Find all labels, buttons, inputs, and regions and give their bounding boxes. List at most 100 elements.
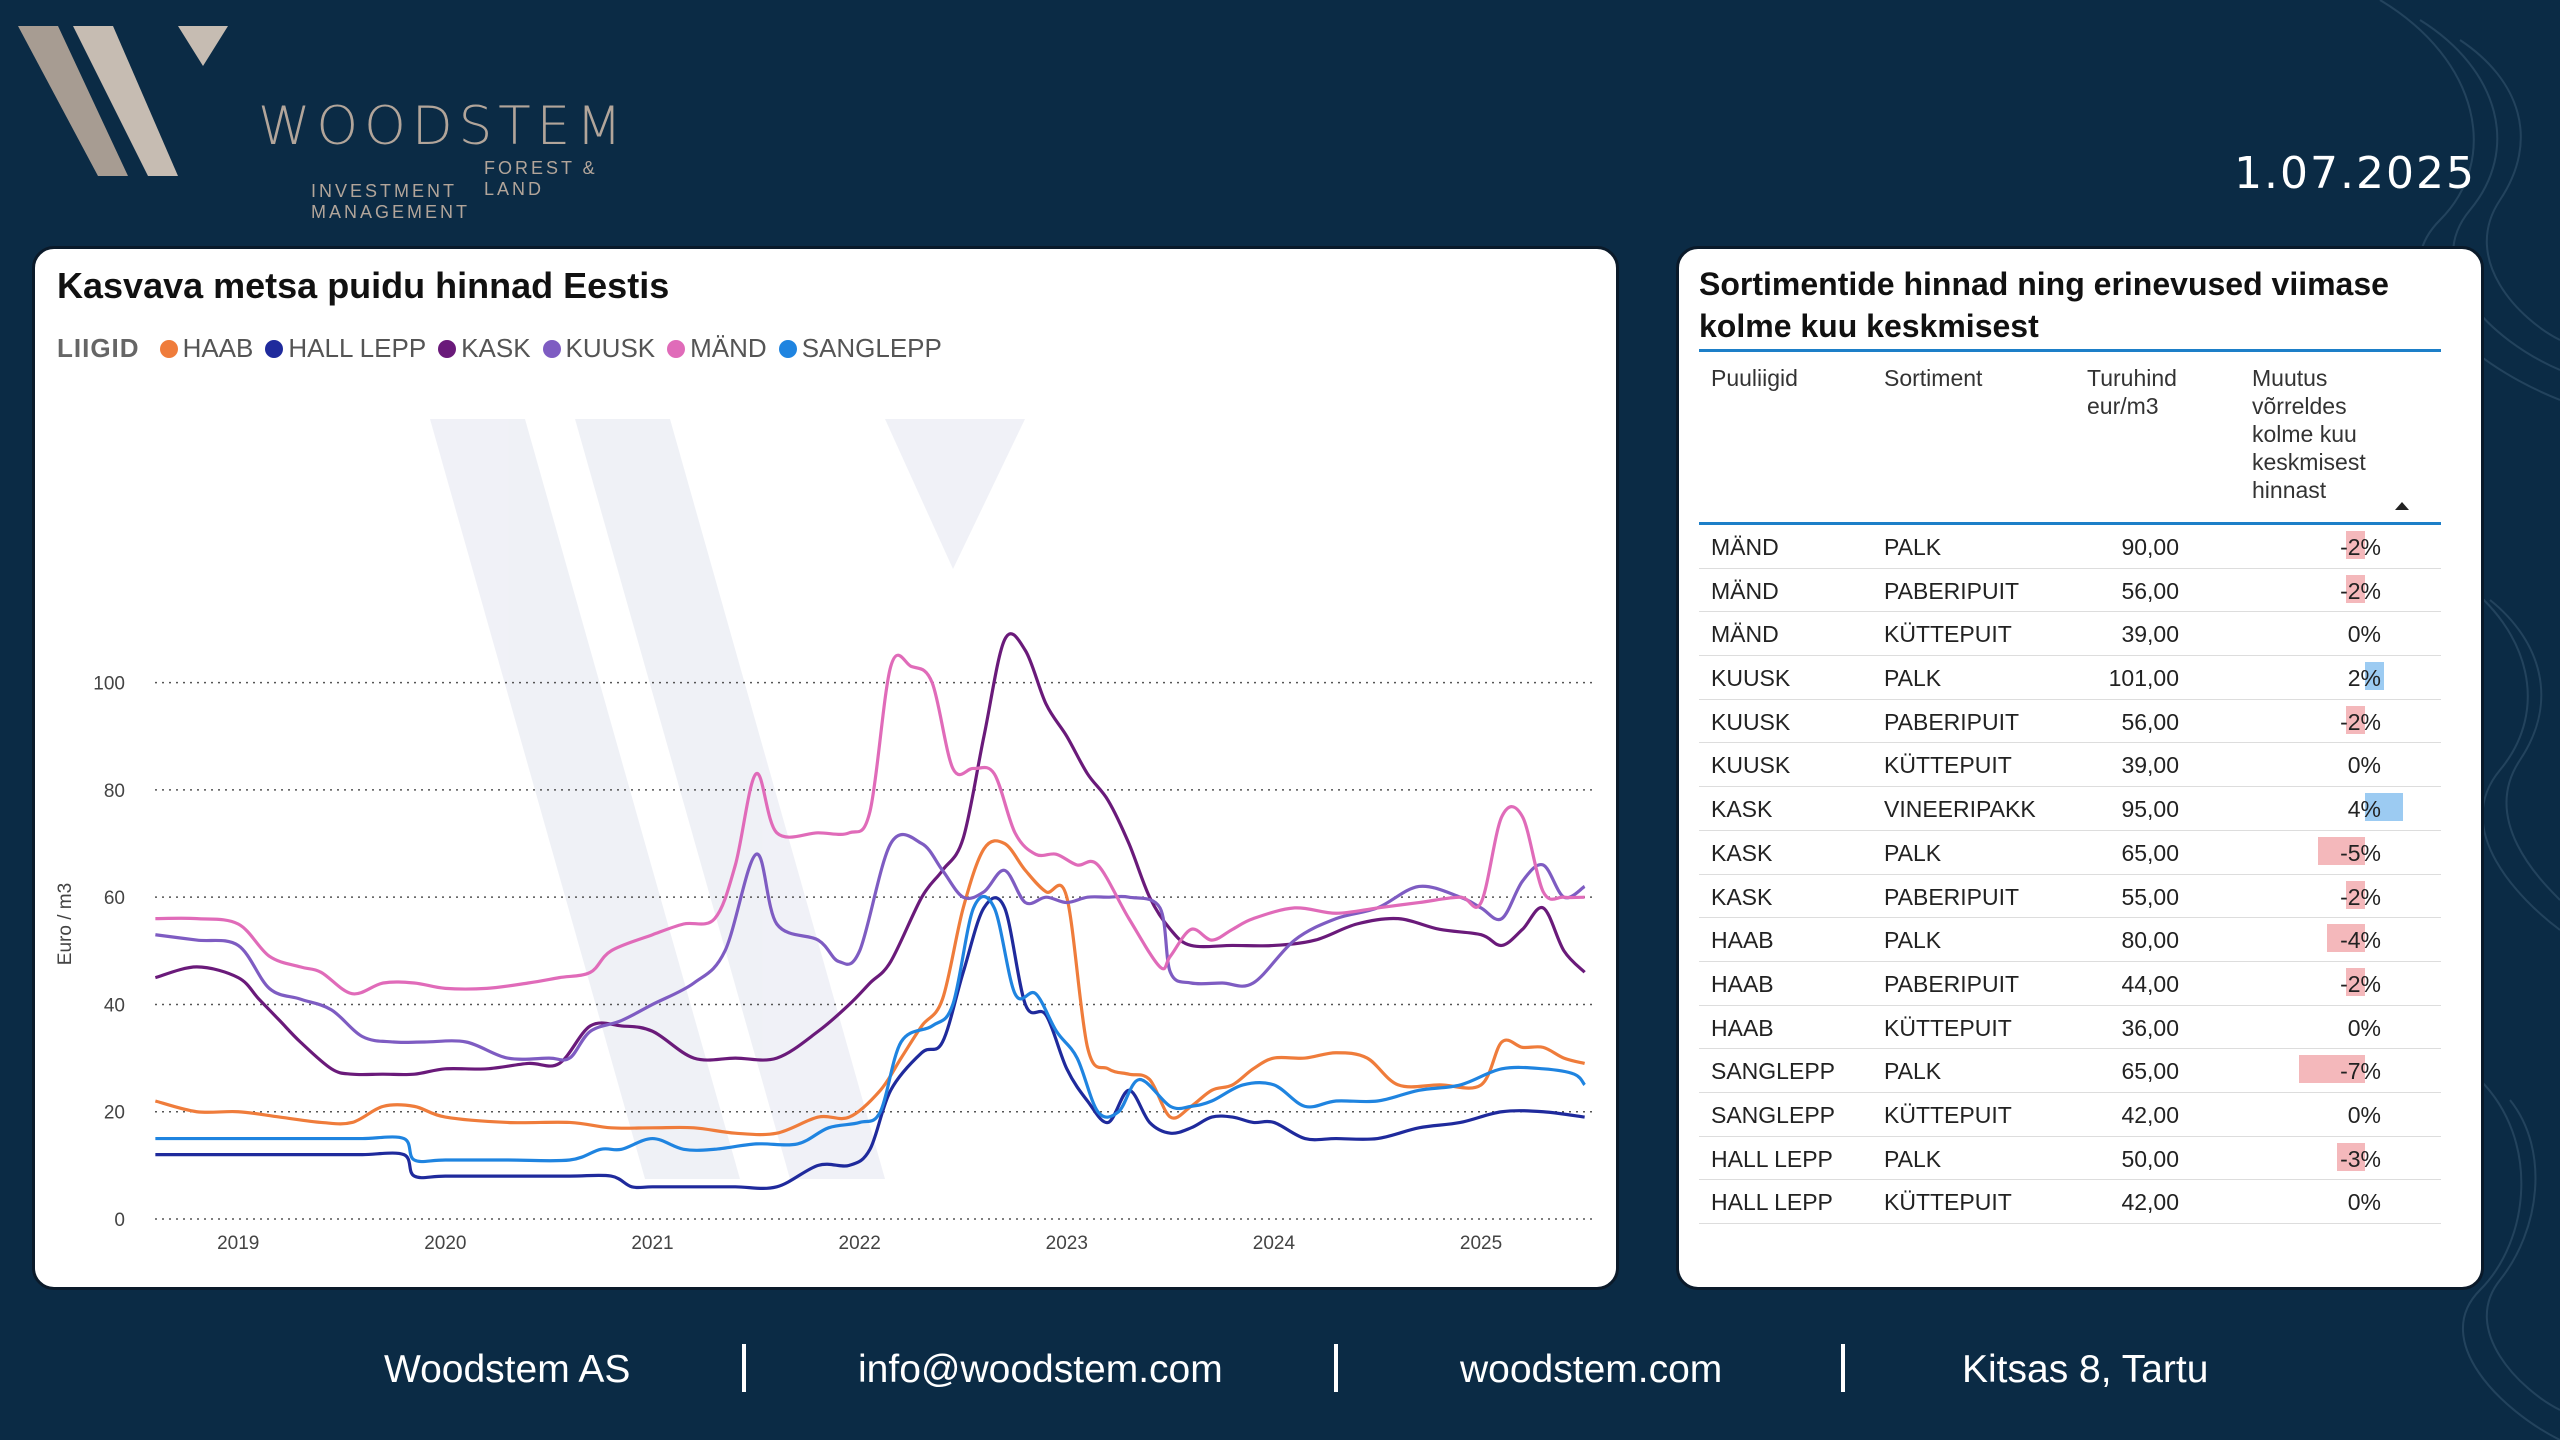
cell-price: 95,00 bbox=[2121, 796, 2179, 823]
cell-species: MÄND bbox=[1711, 577, 1779, 604]
legend-label: SANGLEPP bbox=[801, 333, 942, 363]
header-species[interactable]: Puuliigid bbox=[1711, 365, 1798, 391]
table-row[interactable]: HAAB KÜTTEPUIT 36,00 0% bbox=[1699, 1006, 2441, 1050]
change-bar bbox=[2317, 836, 2365, 865]
table-row[interactable]: KUUSK KÜTTEPUIT 39,00 0% bbox=[1699, 743, 2441, 788]
x-tick-label: 2025 bbox=[1460, 1233, 1502, 1254]
cell-price: 56,00 bbox=[2121, 708, 2179, 735]
price-line-chart: 0 20 40 60 80 100 2019 2020 2021 2022 2023 2024 2025… bbox=[55, 419, 1595, 1254]
cell-change: -2% bbox=[2340, 883, 2381, 910]
footer-website[interactable]: woodstem.com bbox=[1460, 1348, 1723, 1391]
x-tick-label: 2021 bbox=[631, 1233, 673, 1254]
table-row[interactable]: HALL LEPP PALK 50,00 -3% bbox=[1699, 1137, 2441, 1181]
cell-species: HAAB bbox=[1711, 1014, 1774, 1041]
sort-ascending-icon[interactable] bbox=[2395, 502, 2409, 510]
cell-sortiment: KÜTTEPUIT bbox=[1884, 1014, 2012, 1041]
header-change[interactable]: Muutus võrreldes kolme kuu keskmisest hi… bbox=[2252, 365, 2366, 503]
cell-price: 42,00 bbox=[2121, 1101, 2179, 1128]
y-tick-label: 40 bbox=[104, 995, 125, 1016]
cell-sortiment: PALK bbox=[1884, 839, 1942, 866]
brand-name: WOODSTEM bbox=[258, 96, 628, 157]
legend-item[interactable]: HAAB bbox=[159, 333, 253, 364]
table-row[interactable]: MÄND PALK 90,00 -2% bbox=[1699, 525, 2441, 569]
table-row[interactable]: HAAB PALK 80,00 -4% bbox=[1699, 918, 2441, 962]
cell-sortiment: PALK bbox=[1884, 665, 1942, 692]
cell-species: HALL LEPP bbox=[1711, 1145, 1833, 1172]
table-header[interactable]: Puuliigid Sortiment Turuhind eur/m3 Muut… bbox=[1699, 352, 2441, 522]
table-row[interactable]: MÄND KÜTTEPUIT 39,00 0% bbox=[1699, 612, 2441, 657]
title-divider bbox=[1699, 349, 2441, 352]
cell-change: 0% bbox=[2347, 1014, 2381, 1041]
table-row[interactable]: HAAB PABERIPUIT 44,00 -2% bbox=[1699, 962, 2441, 1006]
header-price[interactable]: Turuhind eur/m3 bbox=[2087, 365, 2177, 419]
cell-sortiment: PALK bbox=[1884, 927, 1942, 954]
report-date: 1.07.2025 bbox=[2234, 148, 2476, 199]
table-row[interactable]: SANGLEPP KÜTTEPUIT 42,00 0% bbox=[1699, 1093, 2441, 1137]
legend-item[interactable]: MÄND bbox=[667, 333, 767, 364]
y-tick-label: 0 bbox=[114, 1210, 125, 1231]
price-table-card: Sortimentide hinnad ning erinevused viim… bbox=[1676, 246, 2484, 1290]
cell-price: 44,00 bbox=[2121, 970, 2179, 997]
header-sortiment[interactable]: Sortiment bbox=[1884, 365, 1983, 391]
table-row[interactable]: KASK VINEERIPAKK 95,00 4% bbox=[1699, 787, 2441, 831]
cell-species: HALL LEPP bbox=[1711, 1189, 1833, 1216]
brand-subtitle-2: INVESTMENT MANAGEMENT bbox=[311, 181, 471, 222]
legend-title: LIIGID bbox=[57, 333, 140, 363]
cell-species: KASK bbox=[1711, 796, 1773, 823]
table-row[interactable]: SANGLEPP PALK 65,00 -7% bbox=[1699, 1049, 2441, 1093]
cell-species: MÄND bbox=[1711, 621, 1779, 648]
x-tick-label: 2023 bbox=[1046, 1233, 1088, 1254]
cell-change: 0% bbox=[2347, 1101, 2381, 1128]
chart-title: Kasvava metsa puidu hinnad Eestis bbox=[57, 265, 670, 306]
brand-subtitle-1: FOREST & LAND bbox=[484, 158, 598, 199]
legend-item[interactable]: KASK bbox=[438, 333, 531, 364]
footer-company: Woodstem AS bbox=[384, 1348, 631, 1391]
header-divider bbox=[1699, 522, 2441, 525]
x-tick-label: 2022 bbox=[839, 1233, 881, 1254]
cell-species: MÄND bbox=[1711, 534, 1779, 560]
cell-sortiment: PABERIPUIT bbox=[1884, 708, 2020, 735]
cell-sortiment: PALK bbox=[1884, 1058, 1942, 1085]
legend-label: KASK bbox=[461, 333, 531, 363]
y-tick-label: 20 bbox=[104, 1103, 125, 1124]
change-bar bbox=[2365, 793, 2403, 822]
footer-separator bbox=[1334, 1344, 1338, 1392]
cell-sortiment: PALK bbox=[1884, 1145, 1942, 1172]
legend-item[interactable]: KUUSK bbox=[542, 333, 655, 364]
cell-sortiment: PALK bbox=[1884, 534, 1942, 560]
legend-item[interactable]: SANGLEPP bbox=[778, 333, 942, 364]
cell-change: -2% bbox=[2340, 970, 2381, 997]
cell-price: 50,00 bbox=[2121, 1145, 2179, 1172]
legend-item[interactable]: HALL LEPP bbox=[265, 333, 426, 364]
y-tick-label: 60 bbox=[104, 888, 125, 909]
series-line-haab bbox=[154, 839, 1586, 1137]
logo-mark-icon bbox=[18, 26, 228, 176]
table-row[interactable]: KASK PABERIPUIT 55,00 -2% bbox=[1699, 875, 2441, 919]
cell-change: 0% bbox=[2347, 752, 2381, 779]
cell-species: KASK bbox=[1711, 839, 1773, 866]
cell-price: 56,00 bbox=[2121, 577, 2179, 604]
cell-species: SANGLEPP bbox=[1711, 1058, 1835, 1085]
change-bar bbox=[2327, 924, 2365, 953]
table-row[interactable]: MÄND PABERIPUIT 56,00 -2% bbox=[1699, 569, 2441, 613]
table-row[interactable]: HALL LEPP KÜTTEPUIT 42,00 0% bbox=[1699, 1180, 2441, 1224]
cell-change: -2% bbox=[2340, 577, 2381, 604]
cell-sortiment: KÜTTEPUIT bbox=[1884, 621, 2012, 648]
series-line-mänd bbox=[155, 653, 1585, 996]
table-row[interactable]: KUUSK PABERIPUIT 56,00 -2% bbox=[1699, 700, 2441, 744]
cell-sortiment: KÜTTEPUIT bbox=[1884, 752, 2012, 779]
cell-price: 80,00 bbox=[2121, 927, 2179, 954]
watermark-shape bbox=[430, 419, 740, 1179]
change-bar bbox=[2346, 531, 2365, 559]
cell-sortiment: VINEERIPAKK bbox=[1884, 796, 2036, 823]
cell-change: 2% bbox=[2347, 665, 2381, 692]
footer-email[interactable]: info@woodstem.com bbox=[858, 1348, 1223, 1391]
cell-price: 36,00 bbox=[2121, 1014, 2179, 1041]
table-row[interactable]: KUUSK PALK 101,00 2% bbox=[1699, 656, 2441, 700]
change-bar bbox=[2346, 705, 2365, 734]
table-row[interactable]: KASK PALK 65,00 -5% bbox=[1699, 831, 2441, 875]
cell-change: -2% bbox=[2340, 534, 2381, 560]
cell-change: 4% bbox=[2347, 796, 2381, 823]
watermark-logo bbox=[430, 419, 1025, 1179]
legend-dot-icon bbox=[667, 339, 686, 358]
